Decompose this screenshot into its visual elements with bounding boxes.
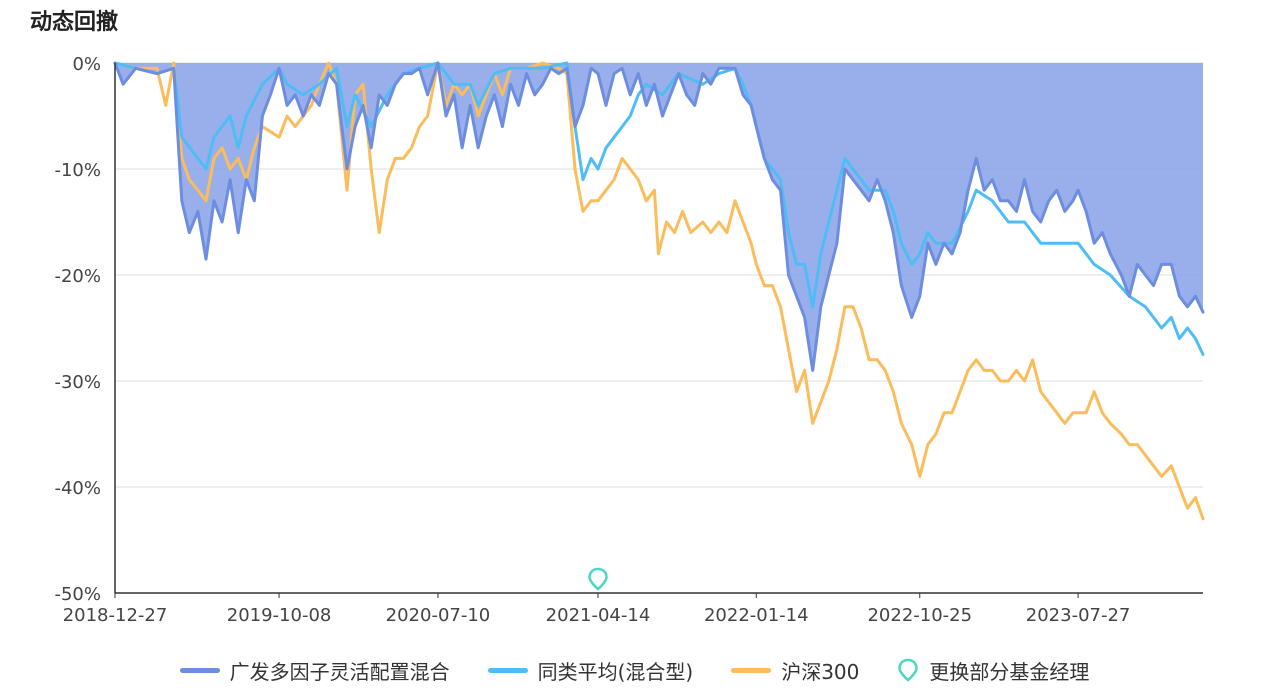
fund-area: [115, 63, 1203, 371]
location-pin-icon: [898, 658, 919, 682]
fund-drawdown-area: [115, 63, 1203, 371]
legend-item-peer-average[interactable]: 同类平均(混合型): [487, 656, 694, 685]
csi300-line: [113, 61, 1205, 521]
y-tick-label: -20%: [54, 266, 101, 287]
legend-label-manager-change: 更换部分基金经理: [929, 659, 1090, 684]
legend-swatch-csi300: [731, 667, 772, 673]
axes: 0% -10% -20% -30% -40% -50%2018-12-27 2019-10-…: [54, 54, 1203, 626]
manager-change-marker[interactable]: [588, 567, 608, 591]
y-tick-label: -40%: [54, 478, 101, 499]
drawdown-chart: 0% -10% -20% -30% -40% -50%2018-12-27 2019-10-…: [54, 54, 1205, 626]
y-tick-label: 0%: [72, 54, 101, 75]
legend-label-fund: 广发多因子灵活配置混合: [229, 659, 450, 684]
y-tick-label: -10%: [54, 160, 101, 181]
legend-item-fund[interactable]: 广发多因子灵活配置混合: [179, 656, 450, 685]
legend-swatch-peer-average: [487, 667, 528, 673]
x-tick-label: 2022-01-14: [704, 605, 809, 626]
series-lines: [113, 61, 1205, 521]
x-tick-label: 2018-12-27: [63, 605, 168, 626]
x-tick-label: 2022-10-25: [867, 605, 972, 626]
legend-item-manager-change[interactable]: 更换部分基金经理: [897, 656, 1089, 685]
legend-swatch-fund: [179, 667, 220, 673]
fund-line: [113, 61, 1205, 372]
legend-label-peer-average: 同类平均(混合型): [537, 659, 694, 684]
y-tick-label: -50%: [54, 584, 101, 605]
x-tick-label: 2020-07-10: [386, 605, 491, 626]
x-tick-label: 2023-07-27: [1026, 605, 1131, 626]
legend-label-csi300: 沪深300: [781, 659, 860, 684]
manager-change-markers[interactable]: [588, 567, 608, 591]
x-tick-label: 2021-04-14: [546, 605, 651, 626]
legend-item-csi300[interactable]: 沪深300: [731, 656, 859, 685]
peer-average-line: [113, 61, 1205, 356]
chart-title: 动态回撤: [30, 10, 119, 35]
y-tick-label: -30%: [54, 372, 101, 393]
x-tick-label: 2019-10-08: [227, 605, 332, 626]
legend: 广发多因子灵活配置混合 同类平均(混合型) 沪深300 更换部分基金经理: [0, 652, 1269, 688]
location-pin-icon: [588, 567, 608, 591]
